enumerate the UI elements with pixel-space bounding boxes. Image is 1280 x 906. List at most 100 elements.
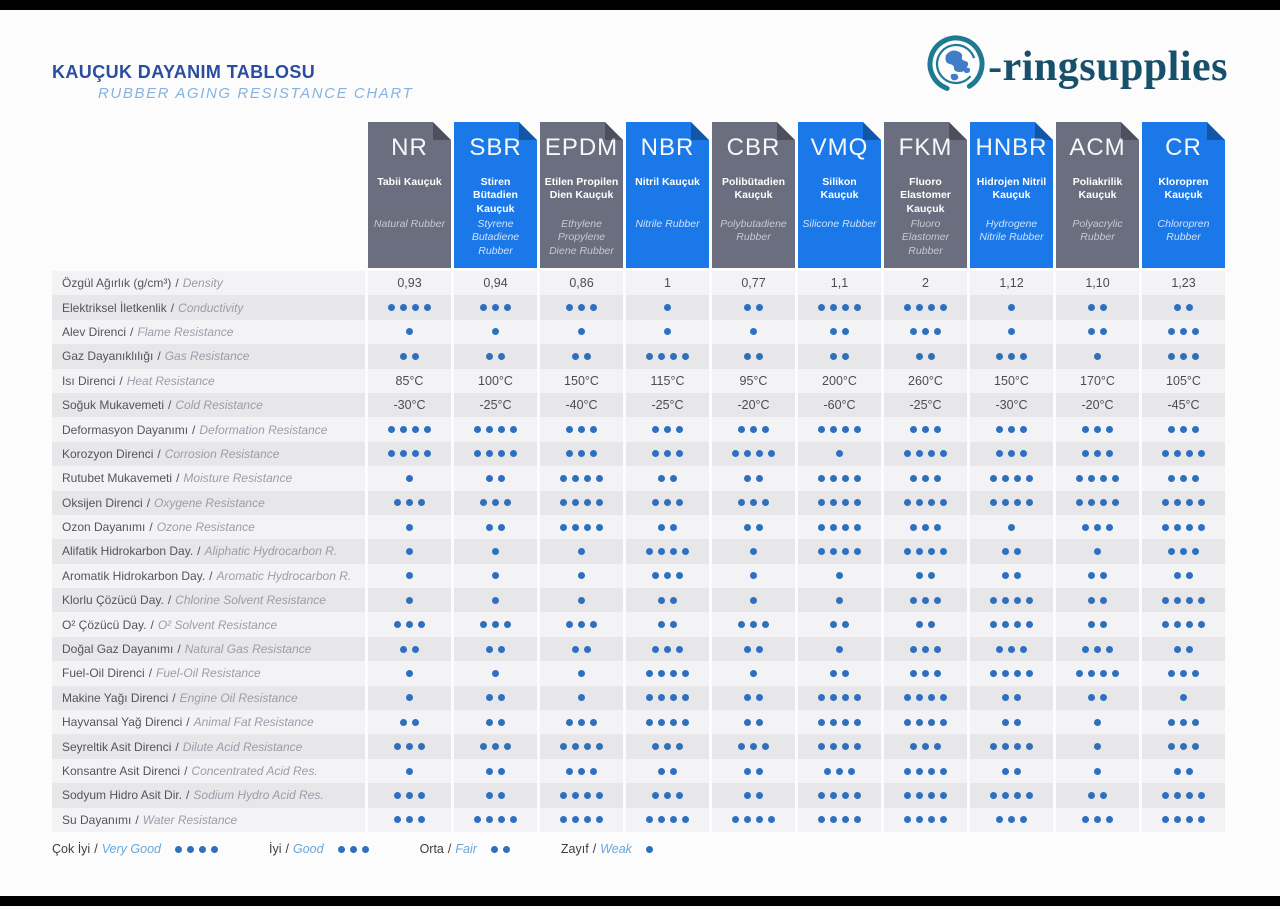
rating-dot	[480, 743, 487, 751]
rating-dot	[762, 499, 769, 507]
rating-2-dots	[1086, 304, 1110, 312]
rating-4-dots	[988, 474, 1036, 482]
rating-2-dots	[656, 621, 680, 629]
rating-dot	[744, 450, 751, 458]
rating-dot	[744, 694, 751, 702]
rating-dot	[584, 499, 591, 507]
rating-dot	[412, 426, 419, 434]
rating-dot	[560, 816, 567, 824]
rating-dot	[940, 767, 947, 775]
row-label-tr: Hayvansal Yağ Direnci	[62, 715, 183, 730]
rating-dot	[1186, 645, 1193, 653]
row-label-en: Conductivity	[178, 300, 244, 315]
value-cell	[1142, 514, 1225, 540]
rating-3-dots	[650, 645, 686, 653]
page-title: KAUÇUK DAYANIM TABLOSU	[52, 62, 316, 82]
row-label-en: Flame Resistance	[137, 324, 234, 339]
rating-dot	[658, 547, 665, 555]
value-cell: -40°C	[540, 392, 623, 418]
rating-dot	[1014, 718, 1021, 726]
rating-dot	[664, 450, 671, 458]
rating-4-dots	[988, 791, 1036, 799]
rating-dot	[1100, 621, 1107, 629]
rating-dot	[394, 816, 401, 824]
row-label-en: Moisture Resistance	[183, 471, 293, 486]
rating-dot	[842, 718, 849, 726]
rating-dot	[560, 743, 567, 751]
rating-3-dots	[1166, 743, 1202, 751]
tab-name-en: Polyacrylic Rubber	[1072, 218, 1123, 244]
rating-dot	[1180, 328, 1187, 336]
rating-dot	[928, 718, 935, 726]
row-label-tr: Soğuk Mukavemeti	[62, 398, 165, 413]
value-cell	[540, 563, 623, 589]
rating-2-dots	[484, 718, 508, 726]
rating-3-dots	[908, 743, 944, 751]
rating-dot	[1002, 474, 1009, 482]
rating-dot	[744, 816, 751, 824]
row-label-tr: Gaz Dayanıklılığı	[62, 349, 154, 364]
rating-dot	[928, 572, 935, 580]
value-cell	[454, 417, 537, 442]
label-separator: /	[186, 788, 190, 803]
value-cell	[970, 758, 1053, 784]
value-cell	[884, 807, 967, 832]
rating-3-dots	[392, 743, 428, 751]
rating-dot	[670, 767, 677, 775]
rating-4-dots	[902, 767, 950, 775]
value-cell	[368, 539, 451, 564]
row-label-tr: Rutubet Mukavemeti	[62, 471, 173, 486]
value-cell	[970, 636, 1053, 662]
rating-dot	[596, 791, 603, 799]
rating-2-dots	[484, 352, 508, 360]
rating-dot	[388, 304, 395, 312]
rating-1-dots	[490, 547, 502, 555]
rating-dot	[1008, 816, 1015, 824]
rating-dot	[1026, 474, 1033, 482]
rating-4-dots	[1074, 669, 1122, 677]
rating-dot	[756, 352, 763, 360]
rating-1-dots	[1006, 304, 1018, 312]
value-cell	[712, 588, 795, 613]
rating-2-dots	[484, 474, 508, 482]
rating-dot	[498, 816, 505, 824]
rating-4-dots	[902, 304, 950, 312]
rating-1-dots	[404, 547, 416, 555]
rating-dot	[584, 743, 591, 751]
label-separator: /	[172, 690, 176, 705]
rating-4-dots	[386, 450, 434, 458]
rating-3-dots	[1166, 474, 1202, 482]
value-cell	[368, 612, 451, 637]
globe-icon	[926, 34, 986, 99]
value-cell	[540, 539, 623, 564]
tab-name-en: Polybutadiene Rubber	[720, 218, 787, 244]
row-label: Isı Direnci / Heat Resistance	[52, 368, 365, 393]
row-label-en: Dilute Acid Resistance	[182, 739, 303, 754]
rating-dot	[916, 791, 923, 799]
rating-3-dots	[650, 572, 686, 580]
rating-dot	[652, 499, 659, 507]
rating-dot	[486, 523, 493, 531]
row-label: Aromatik Hidrokarbon Day. / Aromatic Hydro…	[52, 563, 365, 589]
rating-dot	[424, 304, 431, 312]
rating-3-dots	[1166, 547, 1202, 555]
value-cell	[368, 710, 451, 735]
rating-dot	[1100, 791, 1107, 799]
rating-dot	[1094, 645, 1101, 653]
rating-dot	[1002, 596, 1009, 604]
value-cell	[970, 319, 1053, 345]
rating-dot	[664, 791, 671, 799]
rating-4-dots	[902, 718, 950, 726]
rating-dot	[578, 767, 585, 775]
value-cell	[798, 636, 881, 662]
rating-dot	[406, 743, 413, 751]
rating-dot	[1168, 426, 1175, 434]
rating-dot	[596, 523, 603, 531]
rating-3-dots	[650, 743, 686, 751]
rating-dot	[406, 523, 413, 531]
tab-name-tr: Tabii Kauçuk	[377, 176, 442, 188]
rating-dot	[486, 450, 493, 458]
value-cell	[970, 466, 1053, 491]
rating-dot	[910, 474, 917, 482]
rating-dot	[646, 845, 654, 853]
